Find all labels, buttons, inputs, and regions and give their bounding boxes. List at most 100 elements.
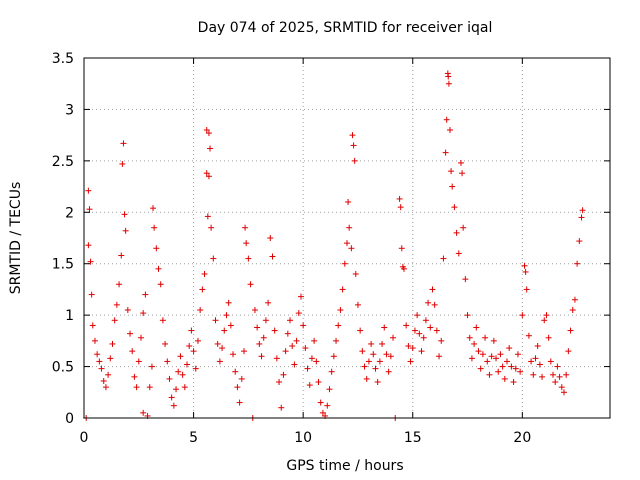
- data-point: [351, 157, 358, 164]
- data-point: [107, 355, 114, 362]
- data-point: [571, 296, 578, 303]
- data-point: [354, 301, 361, 308]
- data-point: [359, 348, 366, 355]
- data-point: [330, 353, 337, 360]
- data-point: [495, 368, 502, 375]
- data-point: [109, 340, 116, 347]
- data-point: [276, 379, 283, 385]
- y-tick-label: 0.5: [52, 360, 74, 376]
- data-point: [289, 343, 296, 349]
- data-point: [501, 375, 508, 382]
- data-point: [552, 379, 559, 385]
- data-point: [186, 343, 193, 349]
- data-point: [308, 355, 315, 362]
- data-point: [387, 353, 394, 360]
- data-point: [514, 351, 521, 358]
- data-point: [89, 322, 96, 329]
- data-point: [545, 334, 552, 341]
- x-tick-label: 10: [294, 430, 312, 446]
- data-point: [328, 368, 335, 375]
- data-point: [188, 327, 195, 334]
- data-point: [422, 317, 429, 324]
- data-point: [438, 337, 445, 344]
- data-point: [260, 334, 267, 341]
- data-point: [550, 371, 557, 378]
- data-point: [506, 345, 513, 352]
- data-point: [247, 281, 254, 288]
- data-point: [547, 358, 554, 365]
- data-point: [484, 358, 491, 365]
- data-point: [433, 327, 440, 334]
- y-tick-label: 2: [65, 205, 74, 221]
- data-point: [333, 337, 340, 344]
- data-point: [269, 253, 276, 260]
- data-point: [556, 373, 563, 380]
- data-point: [162, 340, 169, 347]
- data-point: [140, 310, 147, 317]
- data-point: [127, 330, 134, 337]
- grid: [84, 58, 610, 418]
- x-tick-label: 20: [513, 430, 531, 446]
- data-point: [473, 324, 480, 331]
- data-point: [96, 358, 103, 365]
- data-point: [205, 173, 212, 180]
- data-point: [578, 214, 585, 221]
- data-point: [523, 286, 530, 293]
- data-point: [267, 235, 274, 241]
- data-point: [194, 337, 201, 344]
- data-point: [361, 363, 368, 370]
- data-point: [530, 371, 537, 378]
- data-points: [83, 70, 586, 421]
- data-point: [429, 286, 436, 293]
- data-point: [385, 368, 392, 375]
- data-point: [199, 286, 206, 293]
- data-point: [479, 351, 486, 358]
- data-point: [445, 73, 452, 80]
- data-point: [574, 260, 581, 267]
- data-point: [503, 358, 510, 365]
- data-point: [365, 358, 372, 365]
- data-point: [567, 327, 574, 334]
- data-point: [203, 127, 210, 133]
- data-point: [282, 348, 289, 355]
- data-point: [129, 348, 136, 355]
- data-point: [440, 255, 447, 262]
- data-point: [436, 353, 443, 360]
- data-point: [352, 271, 359, 277]
- data-point: [403, 322, 410, 329]
- data-point: [300, 322, 307, 329]
- data-point: [499, 363, 506, 370]
- data-point: [133, 384, 140, 391]
- data-point: [146, 384, 153, 391]
- data-point: [528, 358, 535, 365]
- data-point: [453, 229, 460, 236]
- data-point: [512, 365, 519, 372]
- data-point: [216, 358, 223, 365]
- data-point: [212, 317, 219, 324]
- data-point: [425, 299, 432, 306]
- data-point: [221, 327, 228, 334]
- data-point: [201, 271, 208, 277]
- data-point: [486, 371, 493, 378]
- data-point: [203, 170, 210, 177]
- data-point: [219, 345, 226, 352]
- data-point: [175, 368, 182, 375]
- data-point: [242, 224, 249, 231]
- data-point: [315, 379, 322, 385]
- data-point: [98, 365, 105, 372]
- data-point: [381, 324, 388, 331]
- data-point: [390, 334, 397, 341]
- data-point: [471, 340, 478, 347]
- data-point: [280, 371, 287, 378]
- data-point: [350, 142, 357, 149]
- data-point: [153, 245, 160, 252]
- data-point: [234, 384, 241, 391]
- data-point: [521, 262, 528, 269]
- data-point: [508, 363, 515, 370]
- data-point: [251, 307, 258, 313]
- data-point: [177, 353, 184, 360]
- data-point: [477, 365, 484, 372]
- data-point: [302, 345, 309, 352]
- data-point: [197, 307, 204, 313]
